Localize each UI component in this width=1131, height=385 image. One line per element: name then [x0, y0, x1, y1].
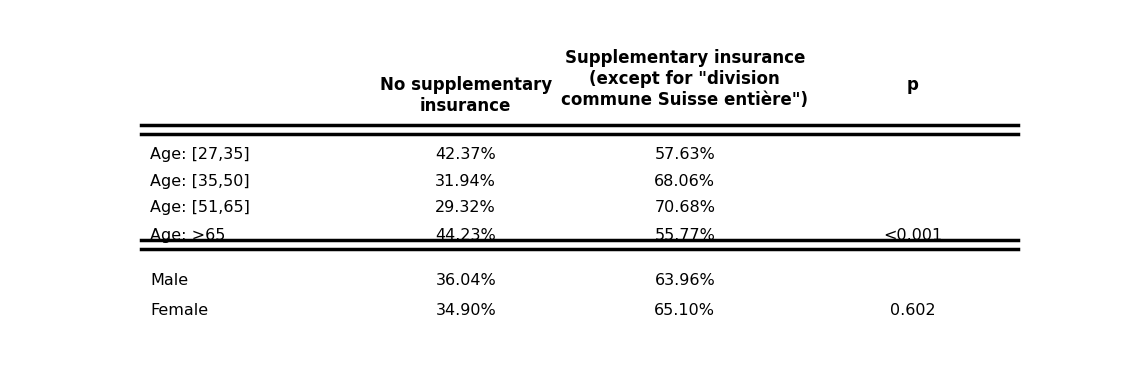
Text: No supplementary
insurance: No supplementary insurance — [380, 76, 552, 115]
Text: 0.602: 0.602 — [890, 303, 935, 318]
Text: 65.10%: 65.10% — [655, 303, 715, 318]
Text: Supplementary insurance
(except for "division
commune Suisse entière"): Supplementary insurance (except for "div… — [561, 49, 809, 109]
Text: 34.90%: 34.90% — [435, 303, 497, 318]
Text: 42.37%: 42.37% — [435, 147, 497, 162]
Text: 57.63%: 57.63% — [655, 147, 715, 162]
Text: 70.68%: 70.68% — [655, 200, 715, 215]
Text: Age: [27,35]: Age: [27,35] — [150, 147, 250, 162]
Text: 63.96%: 63.96% — [655, 273, 715, 288]
Text: 68.06%: 68.06% — [655, 174, 715, 189]
Text: 36.04%: 36.04% — [435, 273, 497, 288]
Text: 44.23%: 44.23% — [435, 228, 497, 243]
Text: Female: Female — [150, 303, 208, 318]
Text: p: p — [907, 76, 918, 94]
Text: 31.94%: 31.94% — [435, 174, 497, 189]
Text: Age: [51,65]: Age: [51,65] — [150, 200, 250, 215]
Text: <0.001: <0.001 — [883, 228, 942, 243]
Text: Age: [35,50]: Age: [35,50] — [150, 174, 250, 189]
Text: 29.32%: 29.32% — [435, 200, 497, 215]
Text: Age: >65: Age: >65 — [150, 228, 225, 243]
Text: Male: Male — [150, 273, 188, 288]
Text: 55.77%: 55.77% — [655, 228, 715, 243]
